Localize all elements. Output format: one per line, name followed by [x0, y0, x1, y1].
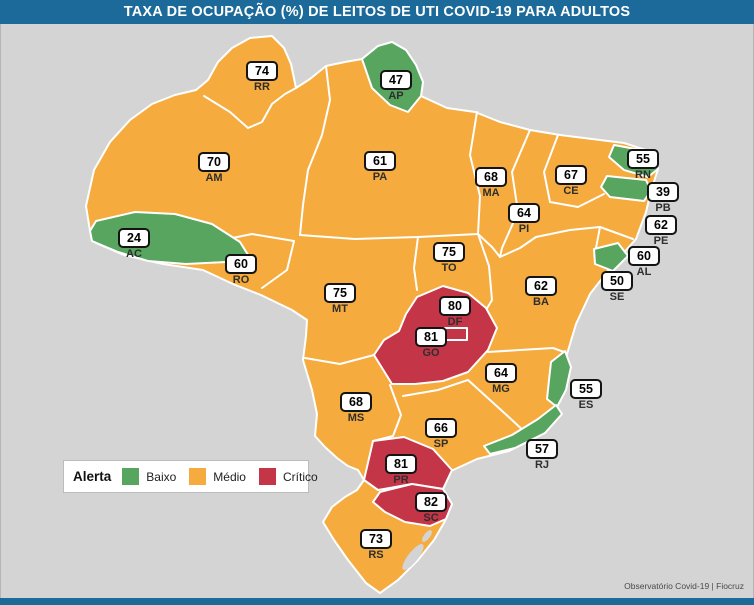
legend-label-critico: Crítico: [282, 469, 318, 484]
legend: Alerta Baixo Médio Crítico: [63, 460, 318, 493]
state-shape-se: [593, 242, 629, 272]
state-shape-rj: [483, 404, 563, 455]
state-borders: [203, 65, 634, 442]
legend-title: Alerta: [73, 469, 112, 484]
legend-swatch-medio: [189, 468, 207, 485]
source-credit: Observatório Covid-19 | Fiocruz: [624, 581, 744, 591]
bottom-accent-bar: [0, 598, 754, 605]
title-bar: TAXA DE OCUPAÇÃO (%) DE LEITOS DE UTI CO…: [0, 0, 754, 24]
page-title: TAXA DE OCUPAÇÃO (%) DE LEITOS DE UTI CO…: [123, 4, 631, 20]
coastal-lagoons: [402, 530, 432, 570]
state-shape-df: [444, 327, 468, 341]
legend-swatch-baixo: [122, 468, 140, 485]
state-shape-pb: [600, 175, 652, 202]
legend-label-medio: Médio: [213, 469, 246, 484]
brazil-map-silhouette: [85, 35, 659, 594]
legend-label-baixo: Baixo: [146, 469, 177, 484]
state-shape-es: [546, 350, 572, 408]
legend-swatch-critico: [258, 468, 276, 485]
